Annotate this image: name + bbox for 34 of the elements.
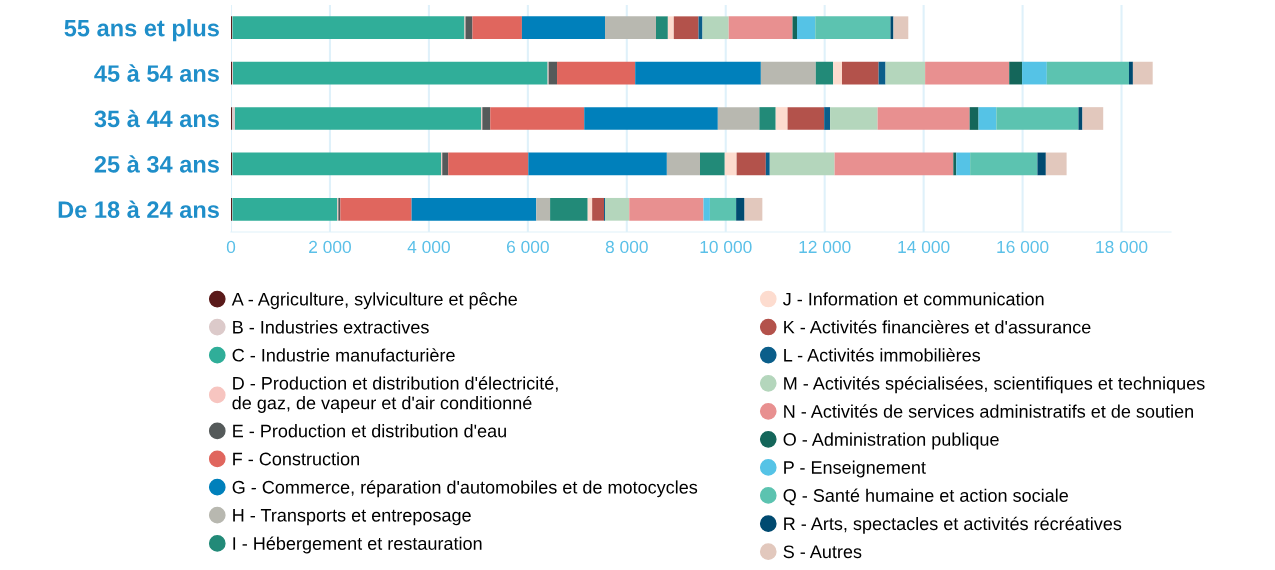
legend-label: F - Construction	[233, 452, 359, 466]
legend-label: E - Production et distribution d'eau	[233, 424, 506, 438]
legend-label: L - Activités immobilières	[784, 348, 981, 362]
x-tick-label: 2 000	[309, 240, 351, 254]
legend-label: M - Activités spécialisées, scientifiques et techniques	[784, 376, 1205, 394]
y-tick-label: 45 à 54 ans	[94, 64, 219, 82]
y-tick-label: De 18 à 24 ans	[58, 200, 219, 219]
legend-label: H - Transports et entreposage	[233, 509, 471, 526]
y-tick-label: 35 à 44 ans	[94, 109, 219, 128]
legend-label: C - Industrie manufacturière	[232, 348, 455, 362]
legend-label: R - Arts, spectacles et activités récréatives	[784, 516, 1122, 534]
legend-label: D - Production et distribution d'électricité, de gaz, de vapeur et d'air conditionné	[232, 376, 558, 413]
legend-label: Q - Santé humaine et action sociale	[783, 488, 1068, 506]
x-tick-label: 16 000	[997, 240, 1049, 254]
x-tick-label: 14 000	[898, 240, 950, 254]
y-tick-label: 25 à 34 ans	[94, 155, 219, 173]
legend-label: N - Activités de services administratifs et de soutien	[784, 404, 1193, 418]
x-tick-label: 8 000	[605, 240, 648, 254]
legend-label: B - Industries extractives	[233, 320, 429, 334]
legend-label: G - Commerce, réparation d'automobiles et de motocycles	[232, 480, 698, 498]
legend-label: O - Administration publique	[783, 432, 999, 450]
legend-label: I - Hébergement et restauration	[233, 536, 482, 554]
x-tick-label: 10 000	[700, 240, 752, 254]
x-tick-label: 0	[226, 240, 236, 254]
x-tick-label: 12 000	[799, 240, 851, 254]
y-tick-label: 55 ans et plus	[64, 19, 219, 42]
x-tick-label: 18 000	[1096, 240, 1148, 254]
legend-label: S - Autres	[783, 545, 862, 559]
legend-label: P - Enseignement	[784, 460, 926, 478]
x-tick-label: 4 000	[407, 240, 450, 254]
legend-label: K - Activités financières et d'assurance	[784, 320, 1091, 334]
legend-label: J - Information et communication	[783, 292, 1044, 306]
x-tick-label: 6 000	[507, 240, 549, 254]
legend-label: A - Agriculture, sylviculture et pêche	[231, 292, 517, 310]
